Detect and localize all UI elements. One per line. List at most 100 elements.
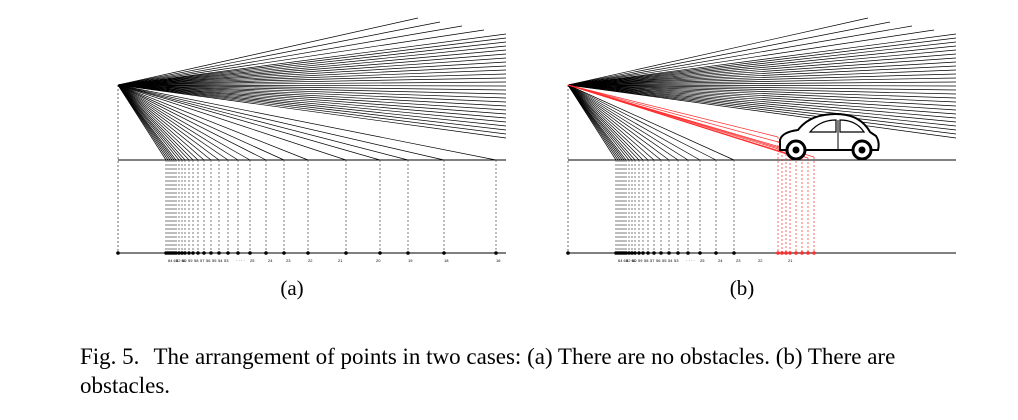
upper-ray-line [117, 84, 507, 139]
upper-ray-line [567, 84, 957, 119]
projected-point [442, 251, 446, 255]
upper-ray-line [117, 84, 507, 87]
axis-number-label: 23 [736, 258, 741, 263]
upper-ray-line [117, 25, 463, 86]
upper-ray-line [567, 65, 957, 86]
ground-ray-line [117, 84, 180, 161]
projected-point [624, 251, 628, 255]
ground-ray-line [567, 84, 640, 161]
axis-number-label: · · · · [236, 258, 245, 263]
axis-number-label: 64 63 [168, 258, 179, 263]
projected-point [174, 251, 178, 255]
axis-number-label: 64 63 [618, 258, 629, 263]
upper-ray-line [567, 84, 957, 99]
projected-point [698, 251, 702, 255]
upper-ray-line [117, 84, 507, 127]
axis-number-label: 25 [700, 258, 705, 263]
upper-ray-line [117, 84, 507, 107]
ground-ray-line [117, 84, 239, 161]
projected-point [180, 251, 184, 255]
caption-text: The arrangement of points in two cases: … [80, 344, 896, 398]
ground-ray-line [117, 84, 199, 161]
upper-ray-line [567, 84, 957, 95]
upper-ray-line [567, 21, 891, 86]
ground-ray-line [117, 84, 267, 161]
upper-ray-line [117, 45, 507, 86]
projected-point [209, 251, 213, 255]
axis-number-label: 60 [632, 258, 637, 263]
car-window-rear [839, 119, 866, 133]
projected-point [177, 251, 181, 255]
upper-ray-line [117, 53, 507, 86]
axis-number-label: 24 [268, 258, 273, 263]
ground-ray-line [117, 84, 186, 161]
upper-ray-line [117, 84, 507, 91]
ground-ray-line [117, 84, 409, 161]
car-wheel-hub [792, 146, 800, 154]
ground-ray-line [567, 84, 630, 161]
upper-ray-line [117, 84, 507, 103]
axis-number-label: 16 [496, 258, 501, 263]
upper-ray-line [117, 77, 507, 86]
axis-number-label: 57 [200, 258, 205, 263]
axis-number-label: 59 [638, 258, 643, 263]
projected-point [630, 251, 634, 255]
axis-number-label: 54 [218, 258, 223, 263]
projected-point [202, 251, 206, 255]
upper-ray-line [567, 41, 957, 86]
projected-point [652, 251, 656, 255]
car-window-front [808, 119, 837, 133]
upper-ray-line [117, 84, 507, 119]
projected-point [667, 251, 671, 255]
blocked-projected-point [776, 251, 780, 255]
ground-ray-line [117, 84, 183, 161]
ground-ray-line [117, 84, 285, 161]
ground-ray-line [567, 84, 649, 161]
ground-ray-line [567, 84, 689, 161]
ground-ray-line [567, 84, 636, 161]
upper-ray-line [567, 84, 957, 135]
axis-number-label: 21 [788, 258, 793, 263]
projected-point [378, 251, 382, 255]
upper-ray-line [567, 84, 957, 131]
upper-ray-line [117, 65, 507, 86]
projected-point [646, 251, 650, 255]
upper-ray-line [567, 33, 957, 86]
upper-ray-line [567, 29, 935, 86]
axis-number-label: 56 [656, 258, 661, 263]
upper-ray-line [117, 17, 419, 86]
upper-ray-line [567, 57, 957, 86]
ground-ray-line [117, 84, 212, 161]
axis-number-label: 60 [182, 258, 187, 263]
upper-ray-line [117, 61, 507, 86]
upper-ray-line [117, 29, 485, 86]
upper-ray-line [567, 53, 957, 86]
ground-ray-line [117, 84, 497, 161]
ground-ray-line [117, 84, 229, 161]
upper-ray-line [567, 17, 869, 86]
projected-point [637, 251, 641, 255]
upper-ray-line [117, 69, 507, 86]
axis-number-label: 24 [718, 258, 723, 263]
ground-ray-line [567, 84, 662, 161]
upper-ray-line [567, 84, 957, 107]
upper-ray-line [117, 84, 507, 123]
projected-point [187, 251, 191, 255]
projected-point [183, 251, 187, 255]
ground-ray-line [567, 84, 670, 161]
upper-ray-line [117, 84, 507, 131]
blocked-projected-point [780, 251, 784, 255]
upper-ray-line [567, 81, 957, 86]
blocked-projected-point [800, 251, 804, 255]
projected-point [306, 251, 310, 255]
axis-number-label: 62 61 [626, 258, 637, 263]
upper-ray-line [117, 84, 507, 111]
blocked-ray-line [567, 84, 809, 159]
axis-number-label: · · · · [686, 258, 695, 263]
figure-caption: Fig. 5. The arrangement of points in two … [80, 342, 990, 400]
axis-number-label: 18 [444, 258, 449, 263]
ground-ray-line [117, 84, 381, 161]
ground-ray-line [117, 84, 347, 161]
projected-point [217, 251, 221, 255]
